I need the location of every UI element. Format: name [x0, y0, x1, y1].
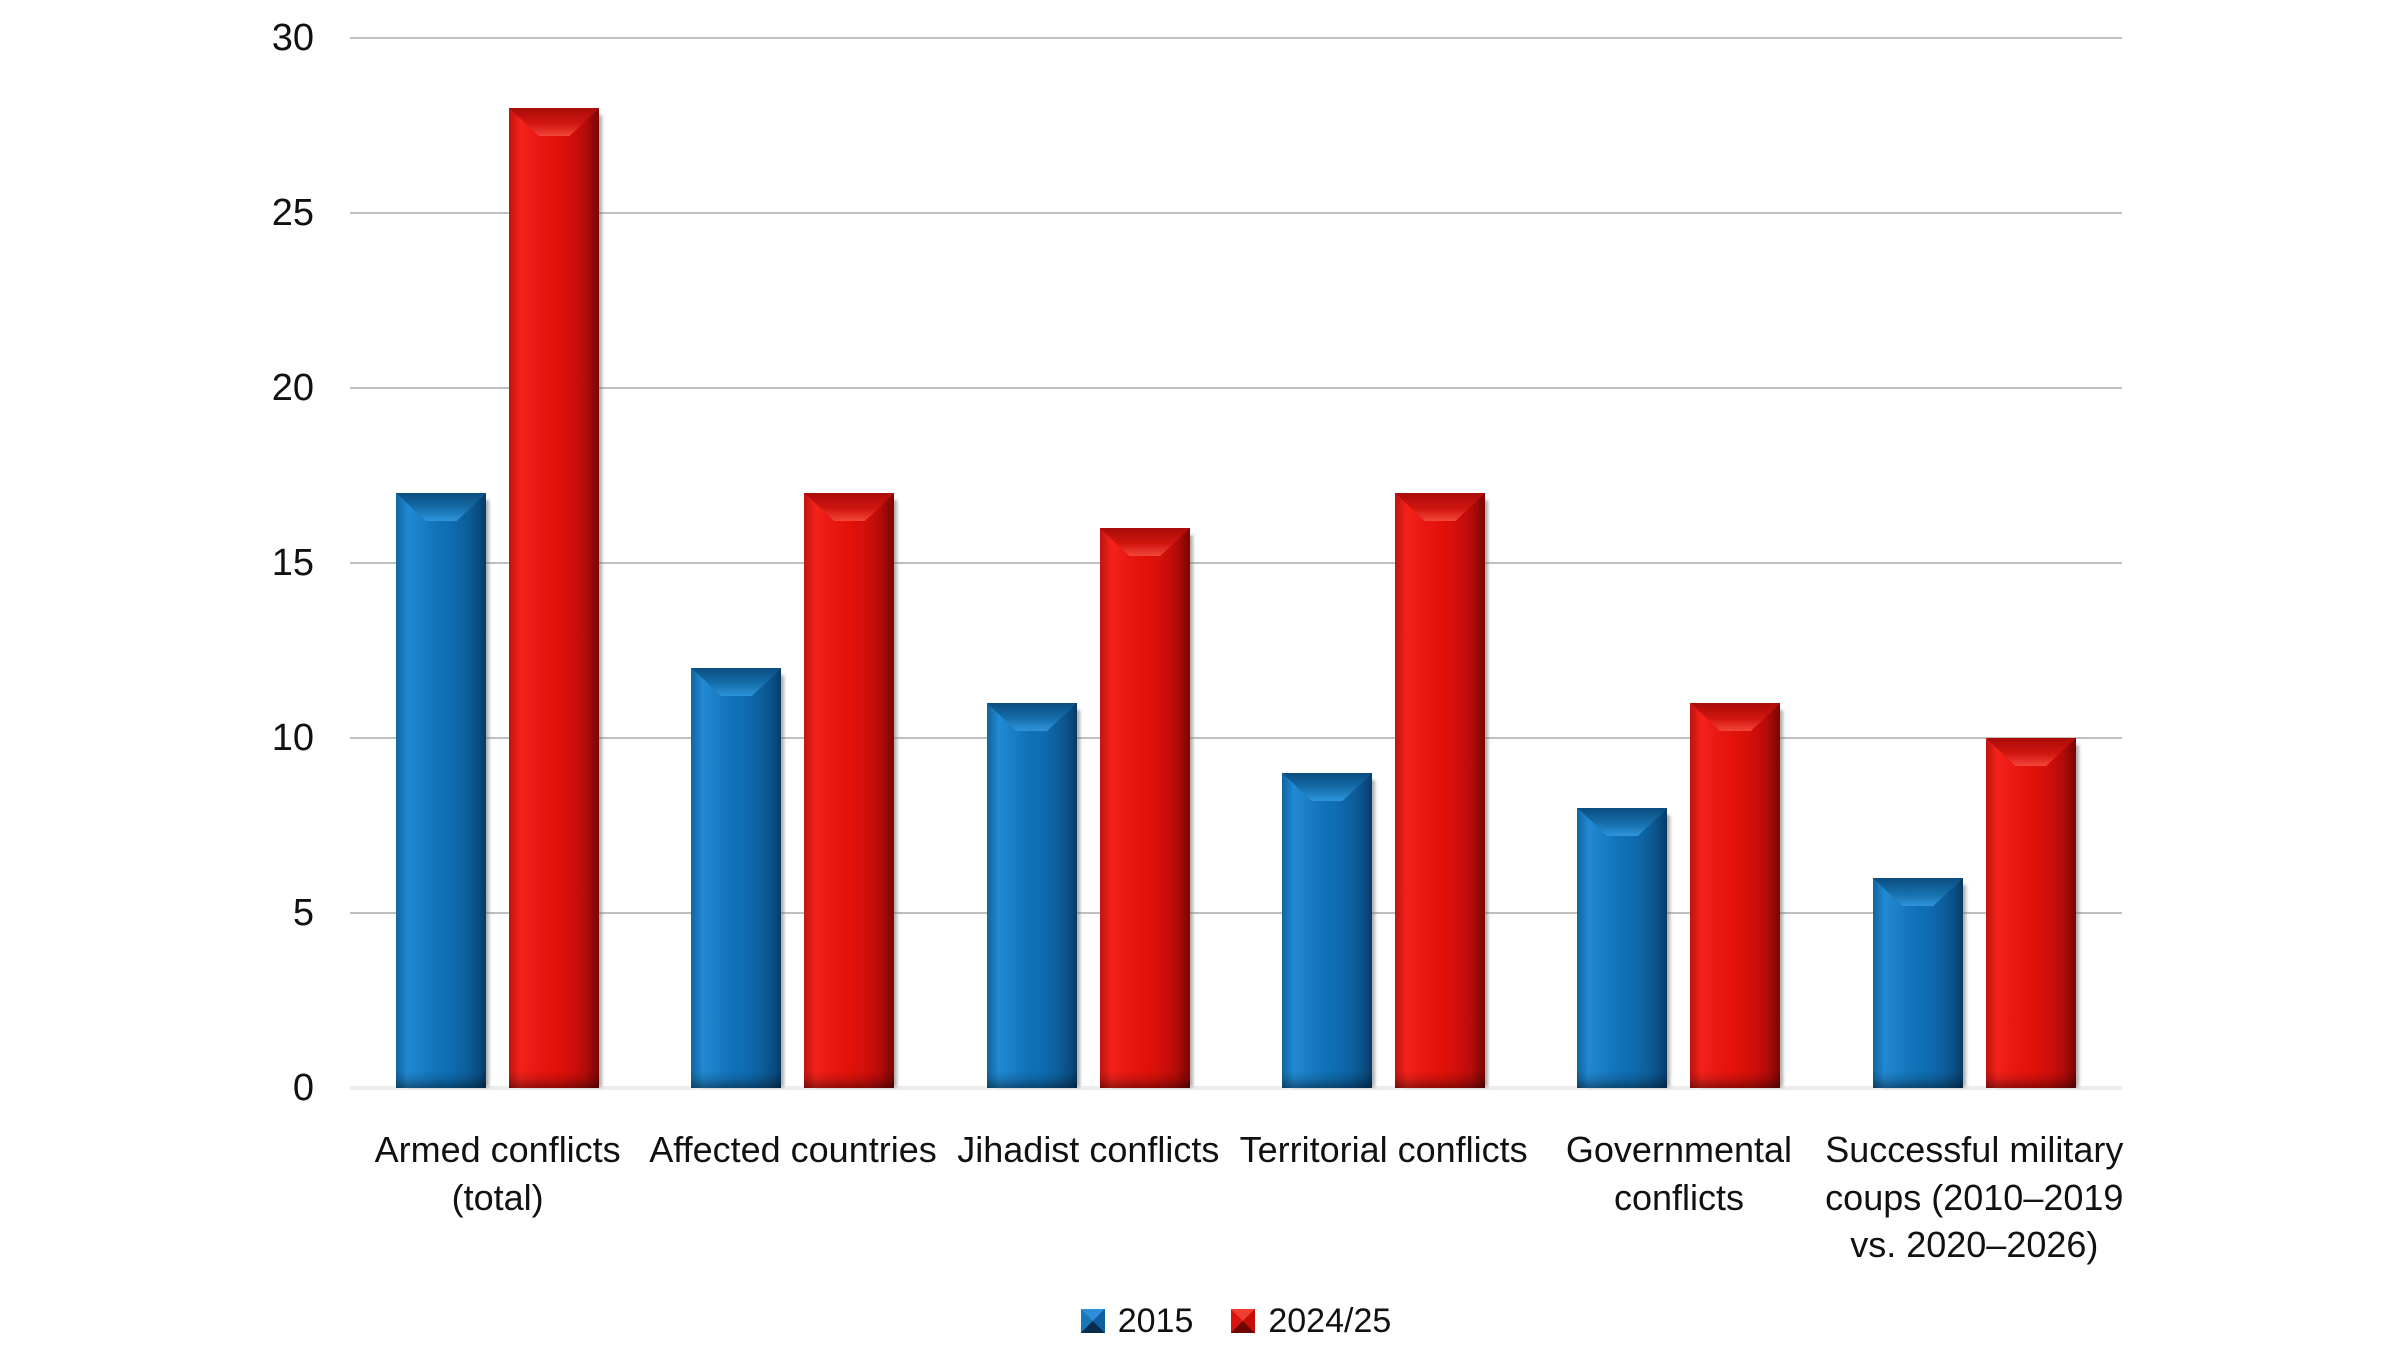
- y-tick-label-20: 20: [271, 367, 314, 409]
- category-group-territorial-conflicts: Territorial conflicts: [1236, 38, 1531, 1170]
- bar-2015-armed-conflicts-total: [396, 493, 487, 1088]
- gridline-5: [350, 912, 2122, 914]
- y-tick-label-30: 30: [271, 17, 314, 59]
- bar-pair: [1236, 493, 1531, 1088]
- category-group-successful-military-coups-2010-2019-vs-2020-2026: Successful military coups (2010–2019 vs.…: [1825, 38, 2123, 1265]
- bar-pair: [1531, 703, 1826, 1088]
- bar-2024-25-successful-military-coups-2010-2019-vs-2020-2026: [1985, 738, 2076, 1088]
- category-group-affected-countries: Affected countries: [645, 38, 940, 1170]
- x-category-label: Territorial conflicts: [1239, 1129, 1528, 1170]
- category-group-governmental-conflicts: Governmental conflicts: [1531, 38, 1826, 1218]
- category-group-jihadist-conflicts: Jihadist conflicts: [941, 38, 1236, 1170]
- legend-swatch-icon-2024-25: [1231, 1309, 1256, 1333]
- gridline-25: [350, 212, 2122, 214]
- gridline-30: [350, 37, 2122, 39]
- bar-2024-25-territorial-conflicts: [1395, 493, 1486, 1088]
- legend-label-2024-25: 2024/25: [1268, 1302, 1392, 1340]
- bar-groups: Armed conflicts (total) Affected countrie…: [350, 38, 2123, 1265]
- x-category-label: Governmental conflicts: [1565, 1129, 1793, 1218]
- bar-2024-25-governmental-conflicts: [1690, 703, 1781, 1088]
- y-tick-label-10: 10: [271, 717, 314, 759]
- plot-area: Armed conflicts (total) Affected countrie…: [272, 19, 2124, 1265]
- y-tick-label-15: 15: [271, 542, 314, 584]
- legend-label-2015: 2015: [1117, 1302, 1194, 1340]
- bar-2015-jihadist-conflicts: [986, 703, 1077, 1088]
- bar-2015-governmental-conflicts: [1577, 808, 1668, 1088]
- bar-pair: [350, 108, 645, 1088]
- x-category-label: Jihadist conflicts: [957, 1129, 1220, 1170]
- bar-pair: [645, 493, 940, 1088]
- legend-item-2015: 2015: [1080, 1302, 1194, 1340]
- bar-2024-25-jihadist-conflicts: [1099, 528, 1190, 1088]
- y-tick-label-25: 25: [271, 192, 314, 234]
- bar-2015-successful-military-coups-2010-2019-vs-2020-2026: [1872, 878, 1963, 1088]
- bar-2015-affected-countries: [691, 668, 782, 1088]
- y-tick-label-0: 0: [292, 1067, 314, 1109]
- legend-swatch-icon-2015: [1080, 1309, 1105, 1333]
- category-group-armed-conflicts-total: Armed conflicts (total): [350, 38, 645, 1218]
- x-category-label: Armed conflicts (total): [374, 1129, 621, 1218]
- x-category-label: Successful military coups (2010–2019 vs.…: [1825, 1129, 2124, 1266]
- gridline-10: [350, 737, 2122, 739]
- bar-2024-25-armed-conflicts-total: [509, 108, 600, 1088]
- legend-item-2024-25: 2024/25: [1231, 1304, 1391, 1338]
- x-axis-baseline: [350, 1086, 2122, 1090]
- y-tick-label-5: 5: [292, 892, 314, 934]
- gridline-15: [350, 562, 2122, 564]
- chart-legend: 2015 2024/25: [350, 1296, 2122, 1346]
- bar-pair: [1827, 738, 2122, 1088]
- gridline-20: [350, 387, 2122, 389]
- x-category-label: Affected countries: [649, 1129, 937, 1170]
- bar-pair: [941, 528, 1236, 1088]
- bar-2024-25-affected-countries: [804, 493, 895, 1088]
- bar-2015-territorial-conflicts: [1282, 773, 1373, 1088]
